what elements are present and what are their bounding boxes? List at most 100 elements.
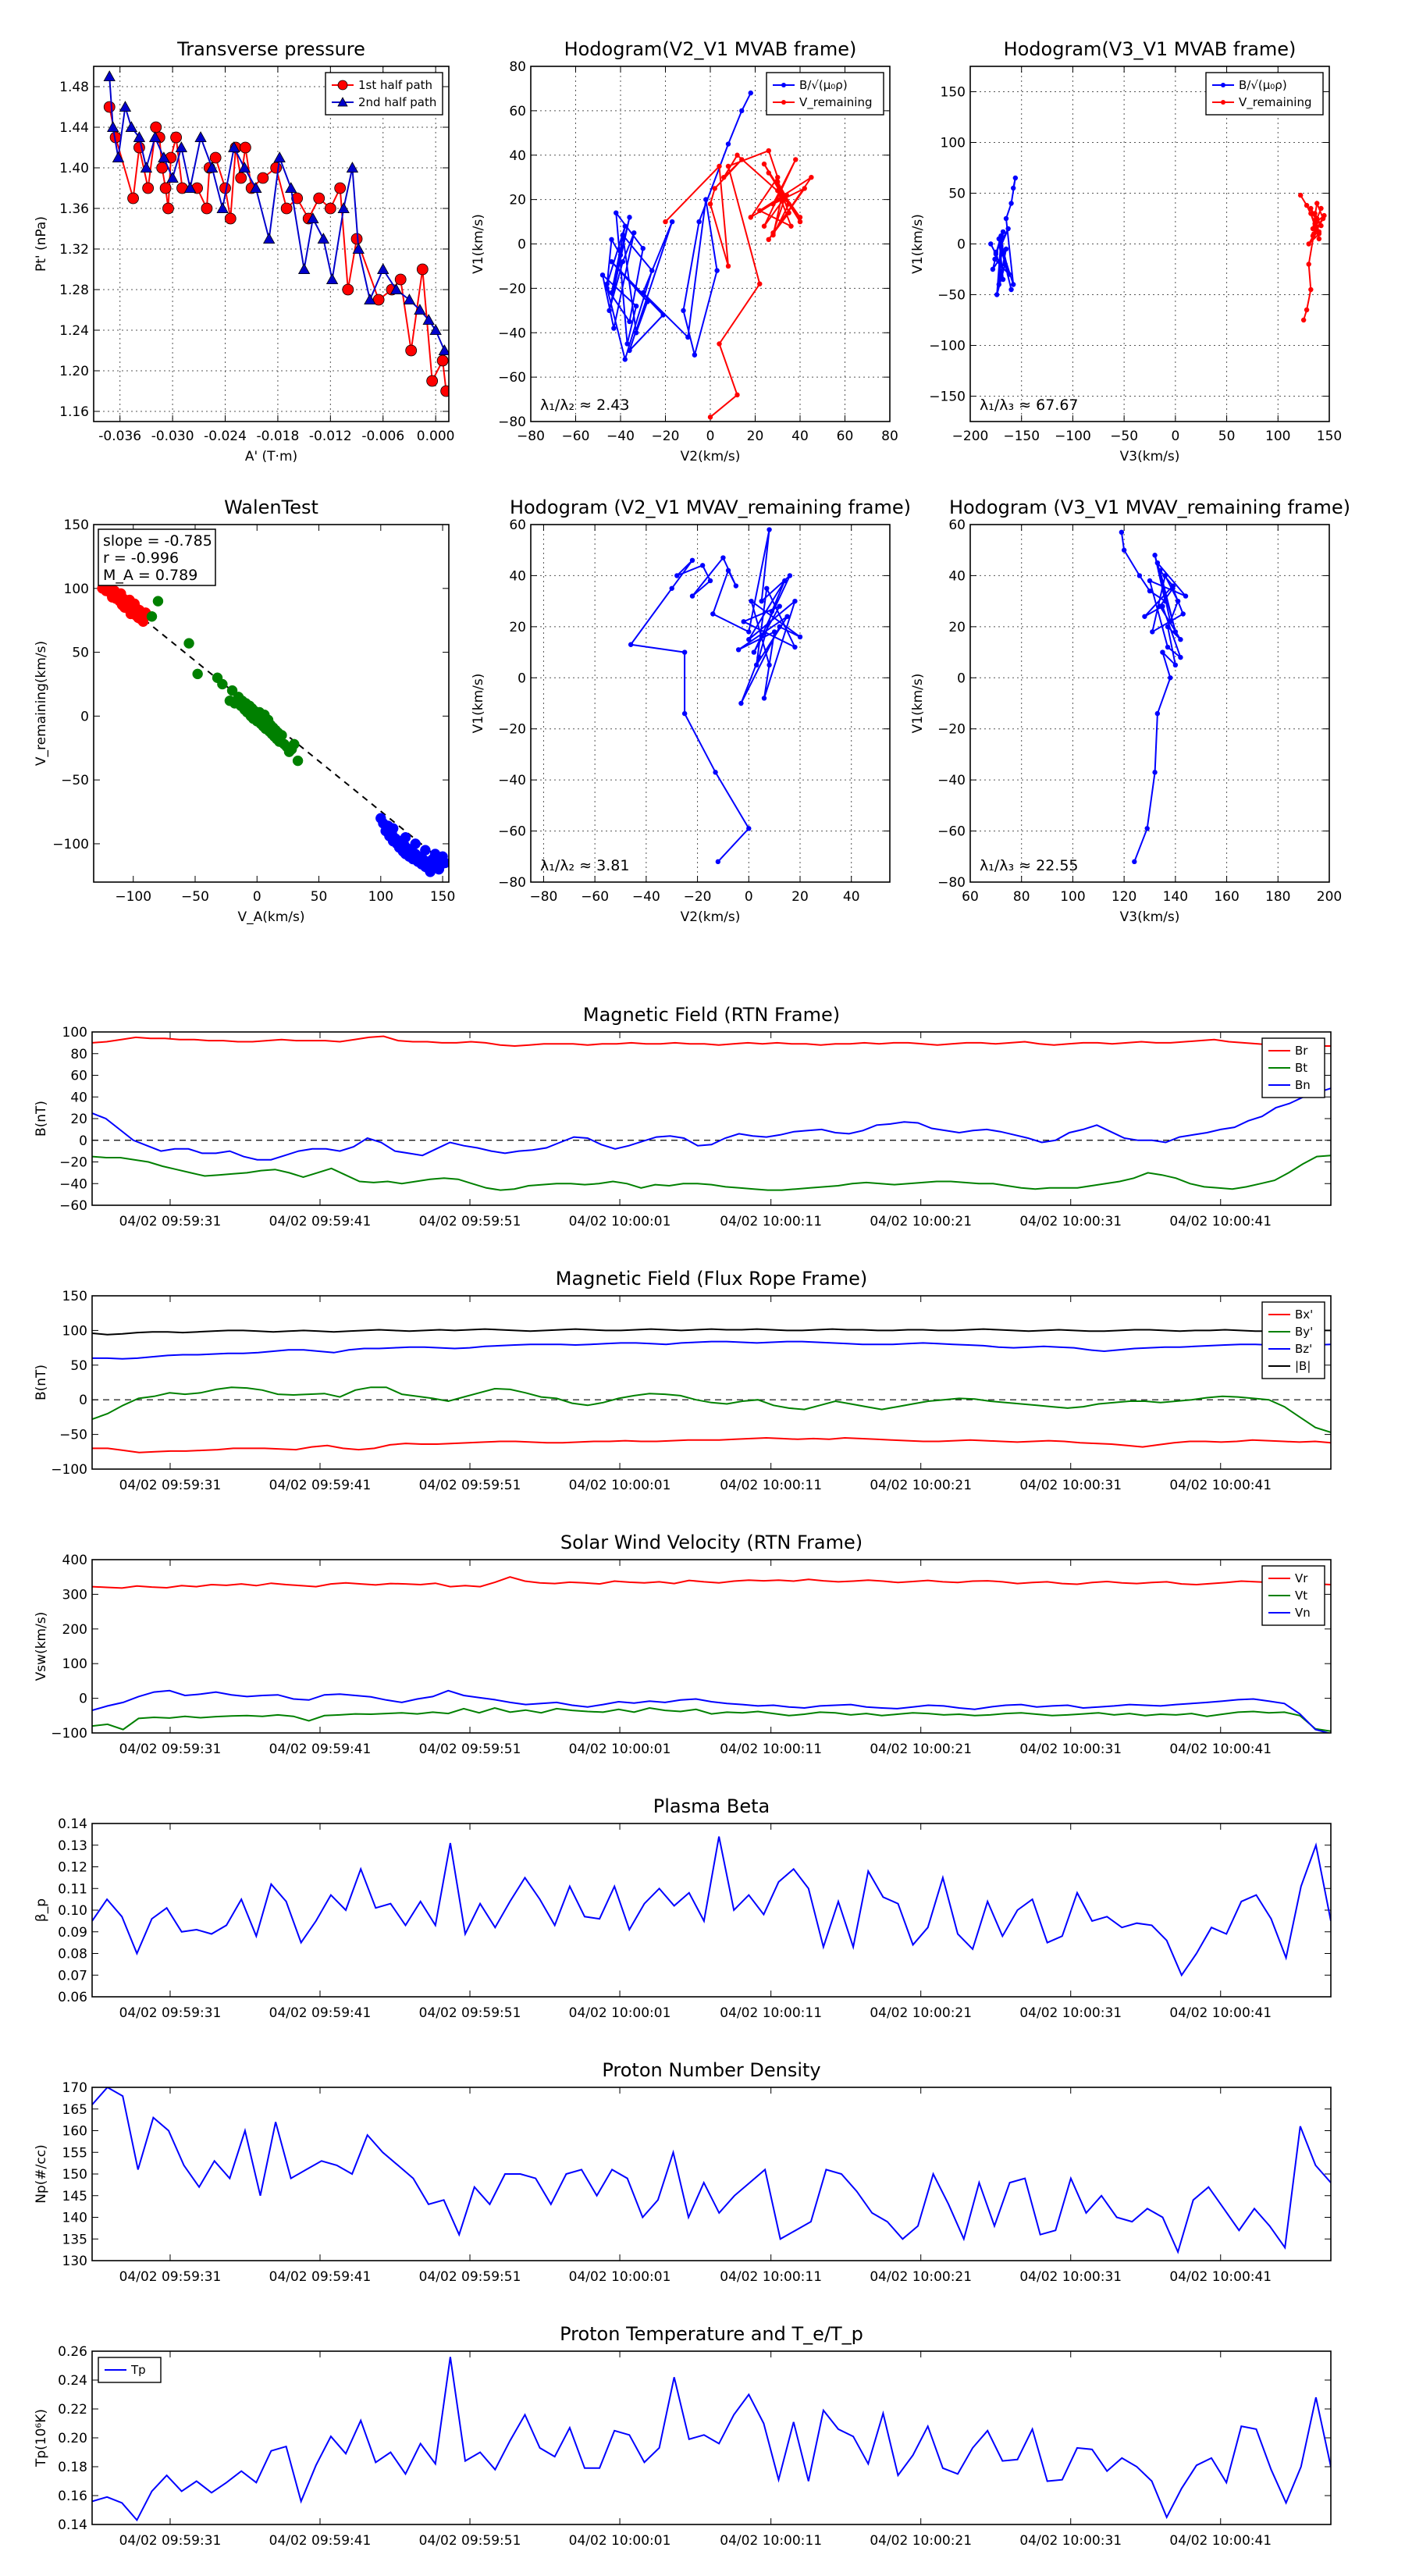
data-point xyxy=(337,202,350,214)
data-point xyxy=(797,215,803,220)
data-point xyxy=(148,131,162,143)
stats-line: M_A = 0.789 xyxy=(103,567,197,584)
y-axis-label: Tp(10⁶K) xyxy=(34,2409,49,2467)
data-point xyxy=(689,557,695,563)
y-tick-label: 0 xyxy=(957,671,966,686)
y-tick-label: 170 xyxy=(62,2080,87,2096)
data-point xyxy=(127,192,139,205)
legend-marker xyxy=(337,97,348,107)
data-point xyxy=(192,668,203,680)
y-tick-label: 0.16 xyxy=(58,2489,87,2504)
legend-label: Tp xyxy=(130,2363,146,2377)
plot-area xyxy=(988,175,1327,323)
data-point xyxy=(649,268,655,273)
x-tick-label: 04/02 09:59:41 xyxy=(269,2533,372,2549)
plot-frame xyxy=(91,2350,1332,2525)
chart-solar-wind-velocity-rtn: Solar Wind Velocity (RTN Frame) −100 0 100 2… xyxy=(34,1532,1332,1757)
data-point xyxy=(1152,553,1158,558)
legend-label: Vr xyxy=(1295,1571,1308,1585)
x-tick-label: −40 xyxy=(632,889,660,905)
chart-hodogram-v3-v1-mvav: Hodogram (V3_V1 MVAV_remaining frame) −80… xyxy=(910,496,1350,925)
data-point xyxy=(733,583,739,589)
data-point xyxy=(681,710,688,717)
data-point xyxy=(663,219,668,225)
data-point xyxy=(753,662,759,668)
y-axis-label: V1(km/s) xyxy=(471,214,486,274)
data-point xyxy=(996,282,1002,287)
data-point xyxy=(317,233,330,244)
data-point xyxy=(631,230,637,236)
legend-label: Bx' xyxy=(1295,1308,1313,1322)
x-tick-label: −50 xyxy=(181,889,209,905)
data-point xyxy=(707,201,713,207)
data-point xyxy=(1168,619,1173,624)
plot-area xyxy=(97,582,449,877)
data-point xyxy=(681,308,686,314)
x-tick-label: 04/02 09:59:51 xyxy=(419,2269,521,2285)
data-point xyxy=(749,598,754,604)
data-point xyxy=(797,634,803,640)
data-point xyxy=(205,162,219,173)
x-tick-label: 04/02 09:59:31 xyxy=(119,2005,222,2021)
data-point xyxy=(681,649,688,655)
data-point xyxy=(235,172,247,184)
chart-title: Solar Wind Velocity (RTN Frame) xyxy=(560,1532,863,1553)
data-point xyxy=(238,162,251,173)
y-tick-label: −100 xyxy=(52,837,89,852)
y-axis-label: β_p xyxy=(34,1898,49,1922)
data-point xyxy=(162,202,174,215)
chart-title: WalenTest xyxy=(224,496,318,518)
y-tick-label: 60 xyxy=(70,1069,87,1084)
y-tick-label: 150 xyxy=(64,518,89,533)
data-point xyxy=(1316,236,1322,242)
legend-label: 2nd half path xyxy=(358,95,436,109)
y-tick-label: 100 xyxy=(62,1025,87,1041)
data-point xyxy=(766,237,771,243)
x-tick-label: 04/02 09:59:31 xyxy=(119,1742,222,1757)
data-point xyxy=(692,352,698,358)
y-axis-label: B(nT) xyxy=(34,1101,49,1137)
data-point xyxy=(611,326,617,331)
y-tick-label: 0.08 xyxy=(58,1947,87,1962)
data-point xyxy=(1172,629,1179,635)
legend-label: Bt xyxy=(1295,1061,1307,1075)
x-tick-label: 200 xyxy=(1317,889,1342,905)
data-point xyxy=(1165,644,1171,650)
data-point xyxy=(707,415,713,420)
data-point xyxy=(422,314,435,326)
y-tick-label: −80 xyxy=(937,875,966,891)
y-tick-label: −100 xyxy=(929,339,966,354)
data-point xyxy=(324,202,336,215)
plot-area xyxy=(92,1836,1331,1977)
data-point xyxy=(1308,205,1314,212)
x-axis-label: V3(km/s) xyxy=(1120,909,1180,925)
plot-area xyxy=(92,2087,1331,2254)
legend-label: Bn xyxy=(1295,1078,1311,1092)
legend-label: B/√(μ₀ρ) xyxy=(799,78,848,92)
data-point xyxy=(103,70,116,81)
series-vr-line xyxy=(92,1576,1331,1589)
data-point xyxy=(777,603,782,609)
x-tick-label: 04/02 09:59:51 xyxy=(419,1214,521,1229)
x-tick-label: -0.024 xyxy=(204,429,247,444)
y-tick-label: 1.28 xyxy=(59,283,89,298)
x-tick-label: 04/02 09:59:51 xyxy=(419,2005,521,2021)
data-point xyxy=(669,219,675,225)
y-tick-label: 0.20 xyxy=(58,2431,87,2446)
y-tick-label: 0.07 xyxy=(58,1968,87,1984)
y-tick-label: 50 xyxy=(948,187,966,202)
data-point xyxy=(1298,192,1304,198)
x-tick-label: −50 xyxy=(1110,429,1138,444)
data-point xyxy=(761,223,767,229)
x-tick-label: −100 xyxy=(115,889,151,905)
y-tick-label: 0 xyxy=(518,671,526,686)
data-point xyxy=(1168,675,1173,681)
y-tick-label: 0.10 xyxy=(58,1903,87,1919)
y-tick-label: 160 xyxy=(62,2124,87,2140)
data-point xyxy=(1011,185,1016,191)
data-point xyxy=(183,638,194,649)
y-tick-label: −40 xyxy=(59,1176,87,1192)
y-axis-label: Np(#/cc) xyxy=(34,2144,49,2203)
data-point xyxy=(751,649,757,655)
data-point xyxy=(609,259,614,265)
